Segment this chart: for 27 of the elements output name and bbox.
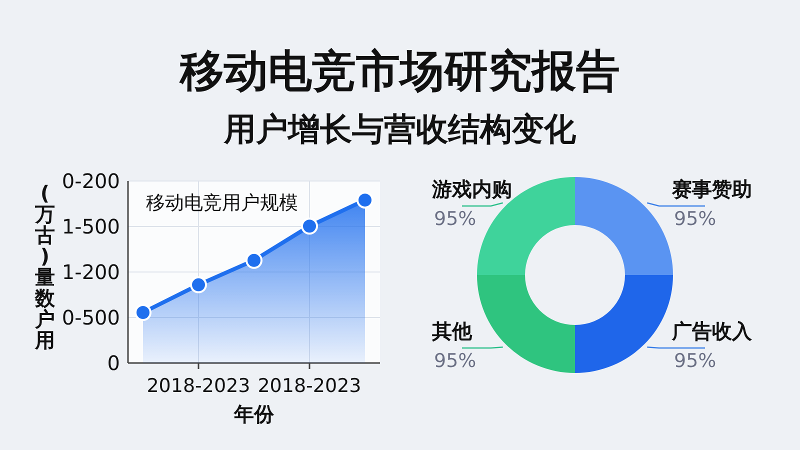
chart-title: 移动电竞市场研究报告: [179, 46, 620, 97]
chart-subtitle: 用户增长与营收结构变化: [223, 110, 577, 148]
data-label: 95%: [434, 208, 476, 230]
text: 0-500: [62, 306, 120, 330]
point: [301, 218, 318, 235]
x-tick-label: 2018-2023: [146, 375, 250, 397]
text: 1-500: [62, 214, 120, 238]
point: [190, 276, 207, 294]
point: [356, 192, 374, 209]
text: 0-200: [62, 169, 120, 193]
data-label: 95%: [674, 208, 716, 230]
donut-slice: [575, 177, 673, 275]
slice-label: 游戏内购: [431, 177, 512, 201]
slice-label: 其他: [431, 319, 473, 343]
text: 0: [107, 351, 120, 375]
point: [246, 252, 262, 269]
x-tick-label: 2018-2023: [258, 375, 362, 397]
donut-slice: [477, 275, 575, 373]
x-axis-title: 年份: [233, 402, 275, 426]
annotation: 移动电竞用户规模: [146, 192, 298, 214]
slice-label: 广告收入: [671, 319, 753, 343]
data-label: 95%: [674, 350, 716, 372]
slice-label: 赛事赞助: [671, 177, 752, 201]
text: 1-200: [62, 260, 120, 284]
data-label: 95%: [434, 350, 476, 372]
y-axis-title: (万古)量数户用: [34, 181, 56, 352]
donut-slice: [575, 275, 673, 373]
